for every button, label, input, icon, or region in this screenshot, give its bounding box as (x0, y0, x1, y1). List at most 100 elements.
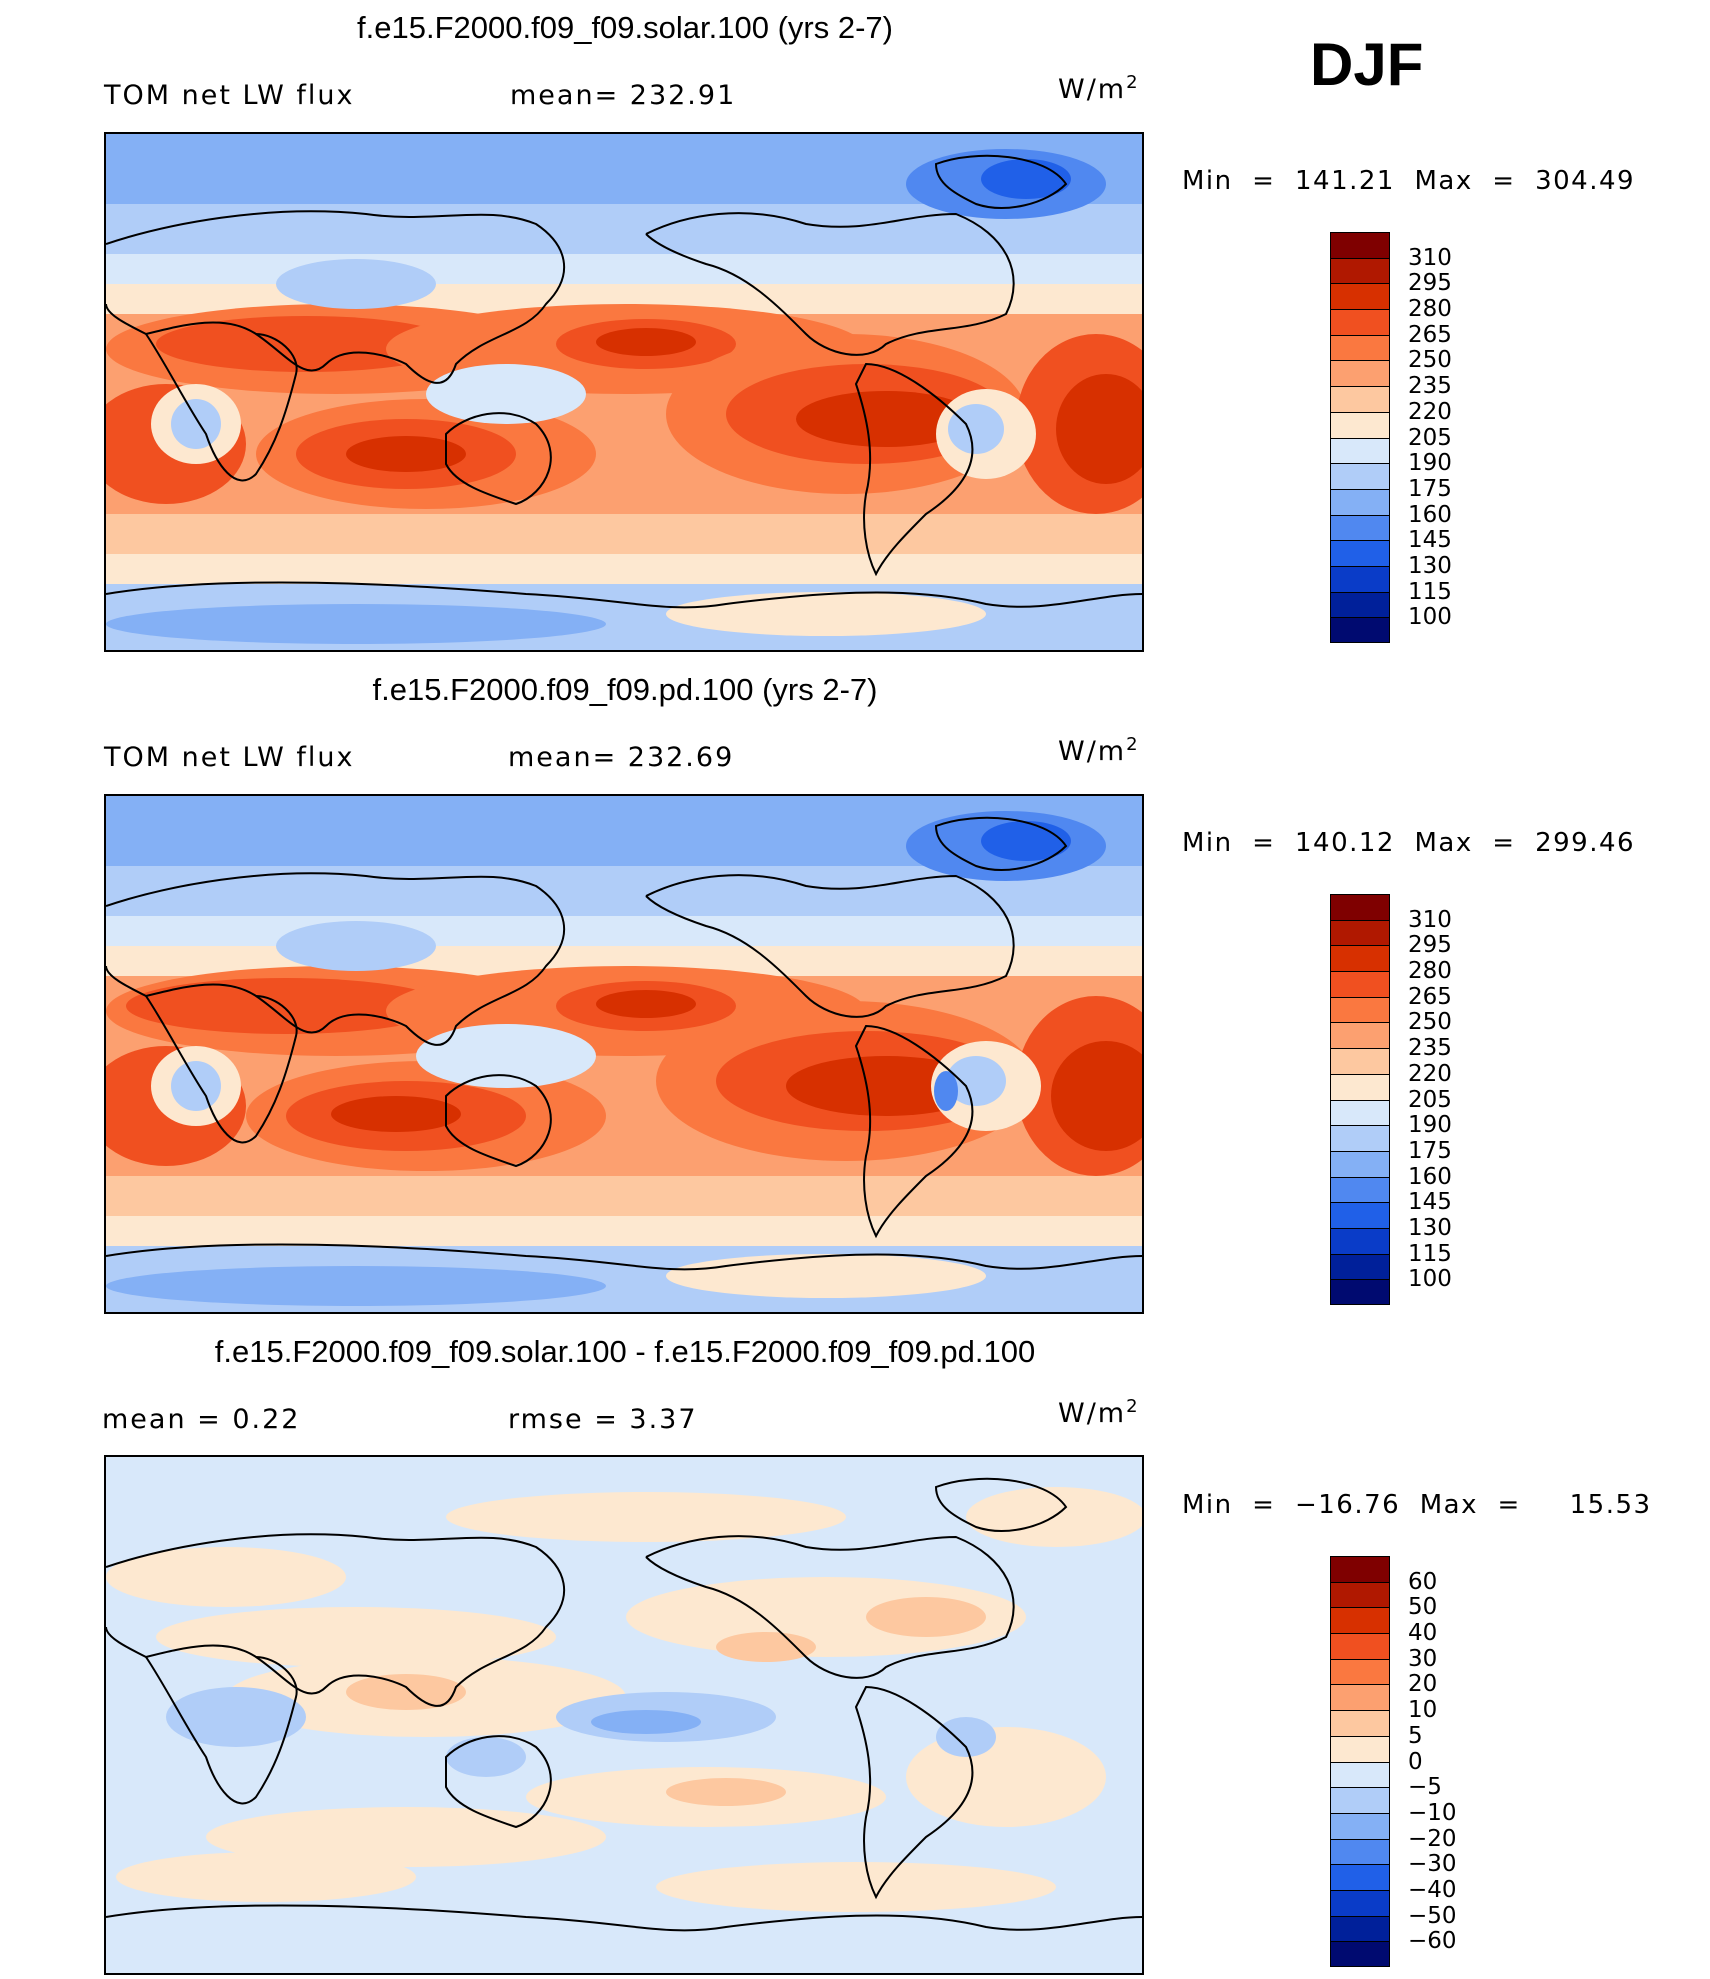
panel-2-mean-label: mean= 232.69 (508, 742, 735, 773)
panel-2-units: W/m2 (1058, 734, 1140, 767)
colorbar-swatch (1331, 920, 1389, 947)
colorbar-tick-label: 175 (1408, 1137, 1452, 1164)
colorbar-swatch (1331, 972, 1389, 998)
colorbar-swatch (1331, 1890, 1389, 1917)
colorbar-swatch (1331, 541, 1389, 567)
colorbar-swatch (1331, 1074, 1389, 1101)
colorbar-tick-label: 205 (1408, 1086, 1452, 1113)
colorbar-swatch (1331, 895, 1389, 921)
colorbar-swatch (1331, 1736, 1389, 1763)
colorbar-tick-label: −40 (1408, 1876, 1457, 1903)
colorbar-tick-label: 280 (1408, 296, 1452, 323)
panel-1-mean-label: mean= 232.91 (510, 80, 737, 111)
colorbar-tick-label: 160 (1408, 1163, 1452, 1190)
colorbar-swatch (1331, 1839, 1389, 1866)
colorbar-tick-label: 310 (1408, 906, 1452, 933)
colorbar-tick-label: 265 (1408, 321, 1452, 348)
panel-1-colorbar-swatches (1330, 232, 1390, 643)
panel-3-mean-label: mean = 0.22 (102, 1404, 301, 1435)
colorbar-swatch (1331, 1865, 1389, 1891)
panel-1-minmax: Min = 141.21 Max = 304.49 (1182, 166, 1636, 196)
colorbar-swatch (1331, 997, 1389, 1024)
colorbar-tick-label: 175 (1408, 475, 1452, 502)
colorbar-swatch (1331, 1685, 1389, 1712)
colorbar-swatch (1331, 1151, 1389, 1178)
colorbar-swatch (1331, 592, 1389, 619)
panel-2-minmax: Min = 140.12 Max = 299.46 (1182, 828, 1636, 858)
colorbar-swatch (1331, 566, 1389, 593)
colorbar-swatch (1331, 1942, 1389, 1966)
panel-3-rmse-label: rmse = 3.37 (508, 1404, 698, 1435)
colorbar-tick-label: 145 (1408, 527, 1452, 554)
panel-1-variable-label: TOM net LW flux (104, 80, 355, 111)
colorbar-tick-label: 280 (1408, 958, 1452, 985)
colorbar-swatch (1331, 1659, 1389, 1686)
panel-1-map (104, 132, 1144, 652)
colorbar-tick-label: 220 (1408, 1060, 1452, 1087)
colorbar-swatch (1331, 284, 1389, 311)
colorbar-swatch (1331, 464, 1389, 490)
colorbar-tick-label: 190 (1408, 1112, 1452, 1139)
colorbar-tick-label: 250 (1408, 1009, 1452, 1036)
panel-1-title: f.e15.F2000.f09_f09.solar.100 (yrs 2-7) (357, 10, 893, 45)
panel-3-title: f.e15.F2000.f09_f09.solar.100 - f.e15.F2… (214, 1334, 1036, 1369)
season-label: DJF (1310, 31, 1424, 98)
panel-2-variable-label: TOM net LW flux (104, 742, 355, 773)
colorbar-tick-label: −20 (1408, 1825, 1457, 1852)
colorbar-swatch (1331, 361, 1389, 388)
colorbar-tick-label: 130 (1408, 552, 1452, 579)
colorbar-tick-label: −50 (1408, 1902, 1457, 1929)
panel-2-colorbar-swatches (1330, 894, 1390, 1305)
colorbar-swatch (1331, 1916, 1389, 1943)
colorbar-swatch (1331, 1582, 1389, 1609)
colorbar-swatch (1331, 1254, 1389, 1281)
colorbar-swatch (1331, 1100, 1389, 1127)
colorbar-tick-label: −60 (1408, 1928, 1457, 1955)
panel-2-map (104, 794, 1144, 1314)
colorbar-swatch (1331, 618, 1389, 642)
colorbar-tick-label: 0 (1408, 1748, 1423, 1775)
colorbar-tick-label: 220 (1408, 398, 1452, 425)
panel-3-minmax: Min = −16.76 Max = 15.53 (1182, 1490, 1652, 1520)
colorbar-swatch (1331, 387, 1389, 413)
panel-3-field (106, 1457, 1142, 1973)
colorbar-tick-label: 310 (1408, 244, 1452, 271)
colorbar-tick-label: 235 (1408, 373, 1452, 400)
colorbar-swatch (1331, 438, 1389, 465)
panel-3-colorbar-swatches (1330, 1556, 1390, 1967)
panel-2-title: f.e15.F2000.f09_f09.pd.100 (yrs 2-7) (372, 672, 878, 707)
colorbar-tick-label: 295 (1408, 270, 1452, 297)
colorbar-swatch (1331, 1177, 1389, 1204)
colorbar-swatch (1331, 1126, 1389, 1152)
colorbar-tick-label: 145 (1408, 1189, 1452, 1216)
colorbar-tick-label: 60 (1408, 1568, 1438, 1595)
colorbar-tick-label: 265 (1408, 983, 1452, 1010)
colorbar-swatch (1331, 335, 1389, 362)
panel-3-units: W/m2 (1058, 1396, 1140, 1429)
colorbar-swatch (1331, 946, 1389, 973)
colorbar-tick-label: 10 (1408, 1697, 1438, 1724)
colorbar-swatch (1331, 1608, 1389, 1635)
colorbar-swatch (1331, 310, 1389, 336)
colorbar-swatch (1331, 1203, 1389, 1229)
colorbar-tick-label: 100 (1408, 1266, 1452, 1293)
colorbar-tick-label: 250 (1408, 347, 1452, 374)
colorbar-swatch (1331, 233, 1389, 259)
panel-1-field (106, 134, 1142, 650)
colorbar-tick-label: −30 (1408, 1851, 1457, 1878)
colorbar-tick-label: 30 (1408, 1645, 1438, 1672)
colorbar-tick-label: 115 (1408, 578, 1452, 605)
panel-1-units: W/m2 (1058, 72, 1140, 105)
colorbar-swatch (1331, 489, 1389, 516)
panel-3-map (104, 1455, 1144, 1975)
colorbar-swatch (1331, 1788, 1389, 1814)
colorbar-swatch (1331, 412, 1389, 439)
colorbar-tick-label: 235 (1408, 1035, 1452, 1062)
colorbar-swatch (1331, 1711, 1389, 1737)
colorbar-swatch (1331, 1023, 1389, 1050)
colorbar-swatch (1331, 1557, 1389, 1583)
colorbar-tick-label: 160 (1408, 501, 1452, 528)
colorbar-tick-label: 5 (1408, 1722, 1423, 1749)
colorbar-tick-label: 190 (1408, 450, 1452, 477)
colorbar-tick-label: 130 (1408, 1214, 1452, 1241)
